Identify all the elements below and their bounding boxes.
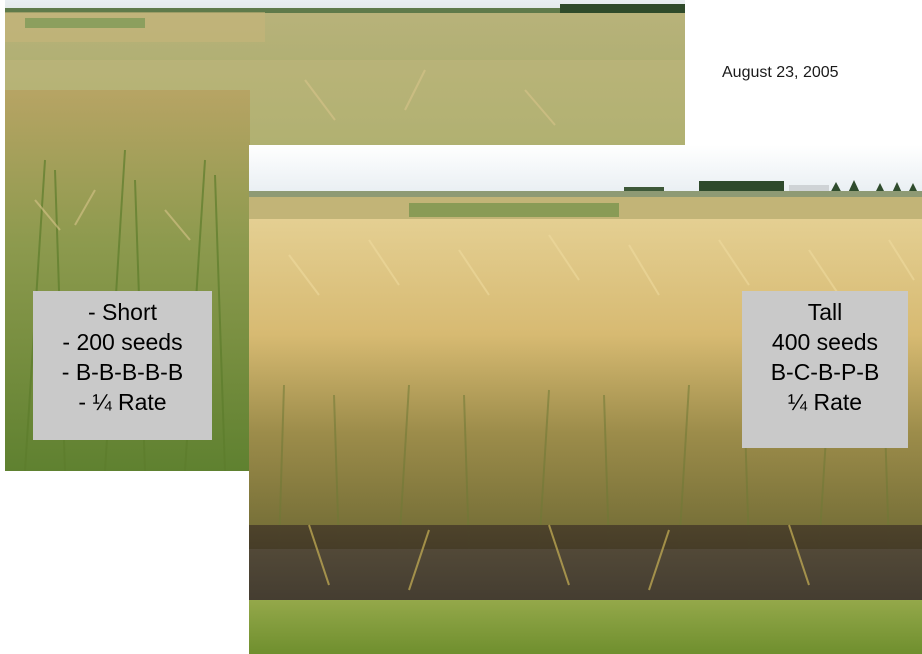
- tall-label-line: B-C-B-P-B: [770, 359, 880, 385]
- tall-label-line: 400 seeds: [771, 329, 879, 355]
- short-plot-label: - Short - 200 seeds - B-B-B-B-B - ¼ Rate: [33, 291, 212, 440]
- short-label-line: - B-B-B-B-B: [61, 359, 184, 385]
- photo-tall-plot: [249, 145, 922, 654]
- tall-plot-label: Tall 400 seeds B-C-B-P-B ¼ Rate: [742, 291, 908, 448]
- short-label-line: - 200 seeds: [62, 329, 183, 355]
- tall-label-line: ¼ Rate: [787, 389, 863, 415]
- tall-label-line: Tall: [807, 299, 843, 325]
- field-photo-tall: [249, 145, 922, 654]
- date-caption: August 23, 2005: [722, 64, 839, 81]
- short-label-line: - Short: [87, 299, 158, 325]
- short-label-line: - ¼ Rate: [78, 389, 167, 415]
